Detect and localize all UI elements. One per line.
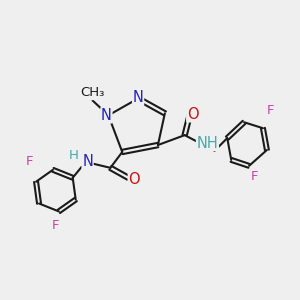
Text: H: H <box>69 149 79 162</box>
Text: N: N <box>82 154 93 169</box>
Text: CH₃: CH₃ <box>80 86 105 100</box>
Text: N: N <box>101 108 112 123</box>
Text: N: N <box>133 90 143 105</box>
Text: F: F <box>250 170 258 183</box>
Text: NH: NH <box>196 136 218 151</box>
Text: F: F <box>267 104 274 117</box>
Text: F: F <box>26 155 33 168</box>
Text: O: O <box>128 172 140 187</box>
Text: O: O <box>187 107 198 122</box>
Text: F: F <box>52 219 60 232</box>
